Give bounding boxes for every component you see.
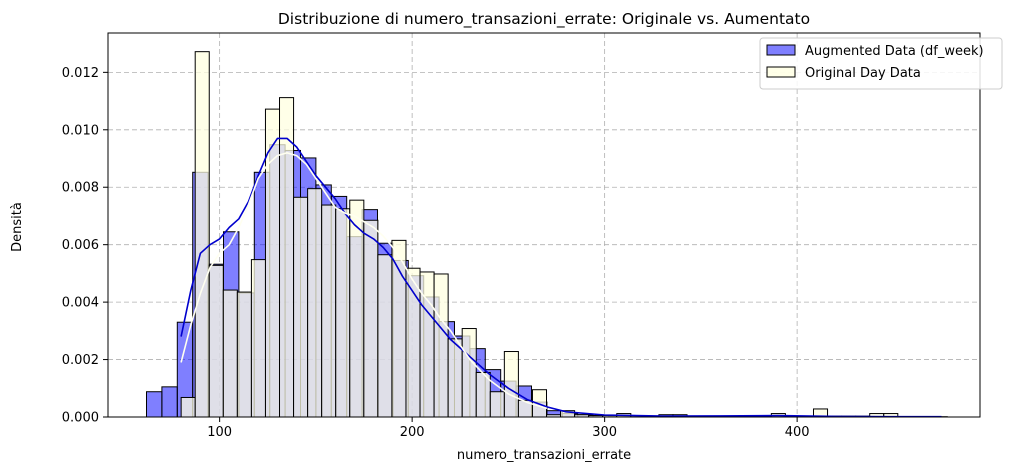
legend-box — [759, 37, 1003, 90]
original-bar — [279, 97, 295, 418]
legend-swatch-original — [766, 66, 796, 78]
legend-label-augmented: Augmented Data (df_week) — [805, 44, 984, 59]
x-tick-label: 100 — [207, 425, 232, 440]
y-axis-title: Densità — [10, 202, 25, 252]
original-bar — [377, 254, 393, 418]
original-bar — [222, 289, 238, 418]
original-bar — [194, 51, 210, 418]
y-tick-label: 0.008 — [62, 181, 99, 196]
y-tick-label: 0.000 — [62, 411, 99, 426]
original-bar — [208, 264, 224, 418]
axis-ticks: 100 200 300 400 0.000 0.002 0.004 0.006 0.008 0.0… — [62, 66, 810, 440]
plot-frame — [107, 32, 981, 418]
original-bar — [461, 328, 477, 418]
x-tick-label: 200 — [400, 425, 425, 440]
original-bar — [293, 196, 309, 418]
original-bar — [180, 396, 196, 418]
original-bar — [503, 351, 519, 418]
chart-title: Distribuzione di numero_transazioni_erra… — [278, 10, 810, 29]
original-bar — [363, 219, 379, 418]
y-tick-label: 0.006 — [62, 238, 99, 253]
legend: Augmented Data (df_week) Original Day Da… — [759, 37, 1003, 90]
augmented-bar — [161, 386, 178, 418]
y-tick-label: 0.004 — [62, 296, 99, 311]
x-tick-label: 400 — [785, 425, 810, 440]
original-bar — [236, 291, 252, 418]
original-kde-line — [180, 152, 548, 410]
original-bar — [447, 338, 463, 418]
original-bar — [349, 199, 365, 418]
x-axis-title: numero_transazioni_errate — [457, 448, 631, 463]
legend-swatch-augmented — [766, 44, 796, 56]
legend-label-original: Original Day Data — [805, 66, 921, 81]
x-tick-label: 300 — [592, 425, 617, 440]
original-bar — [250, 259, 266, 418]
y-tick-label: 0.002 — [62, 353, 99, 368]
original-bar — [391, 239, 407, 418]
y-tick-label: 0.012 — [62, 66, 99, 81]
y-tick-label: 0.010 — [62, 123, 99, 138]
original-bar — [321, 204, 337, 418]
original-bar — [489, 391, 505, 418]
original-bar — [433, 273, 449, 418]
original-bar — [335, 208, 351, 418]
augmented-bar — [145, 391, 163, 418]
augmented-kde-line — [180, 137, 942, 418]
original-bar — [307, 188, 323, 418]
kde-curves — [180, 137, 942, 418]
